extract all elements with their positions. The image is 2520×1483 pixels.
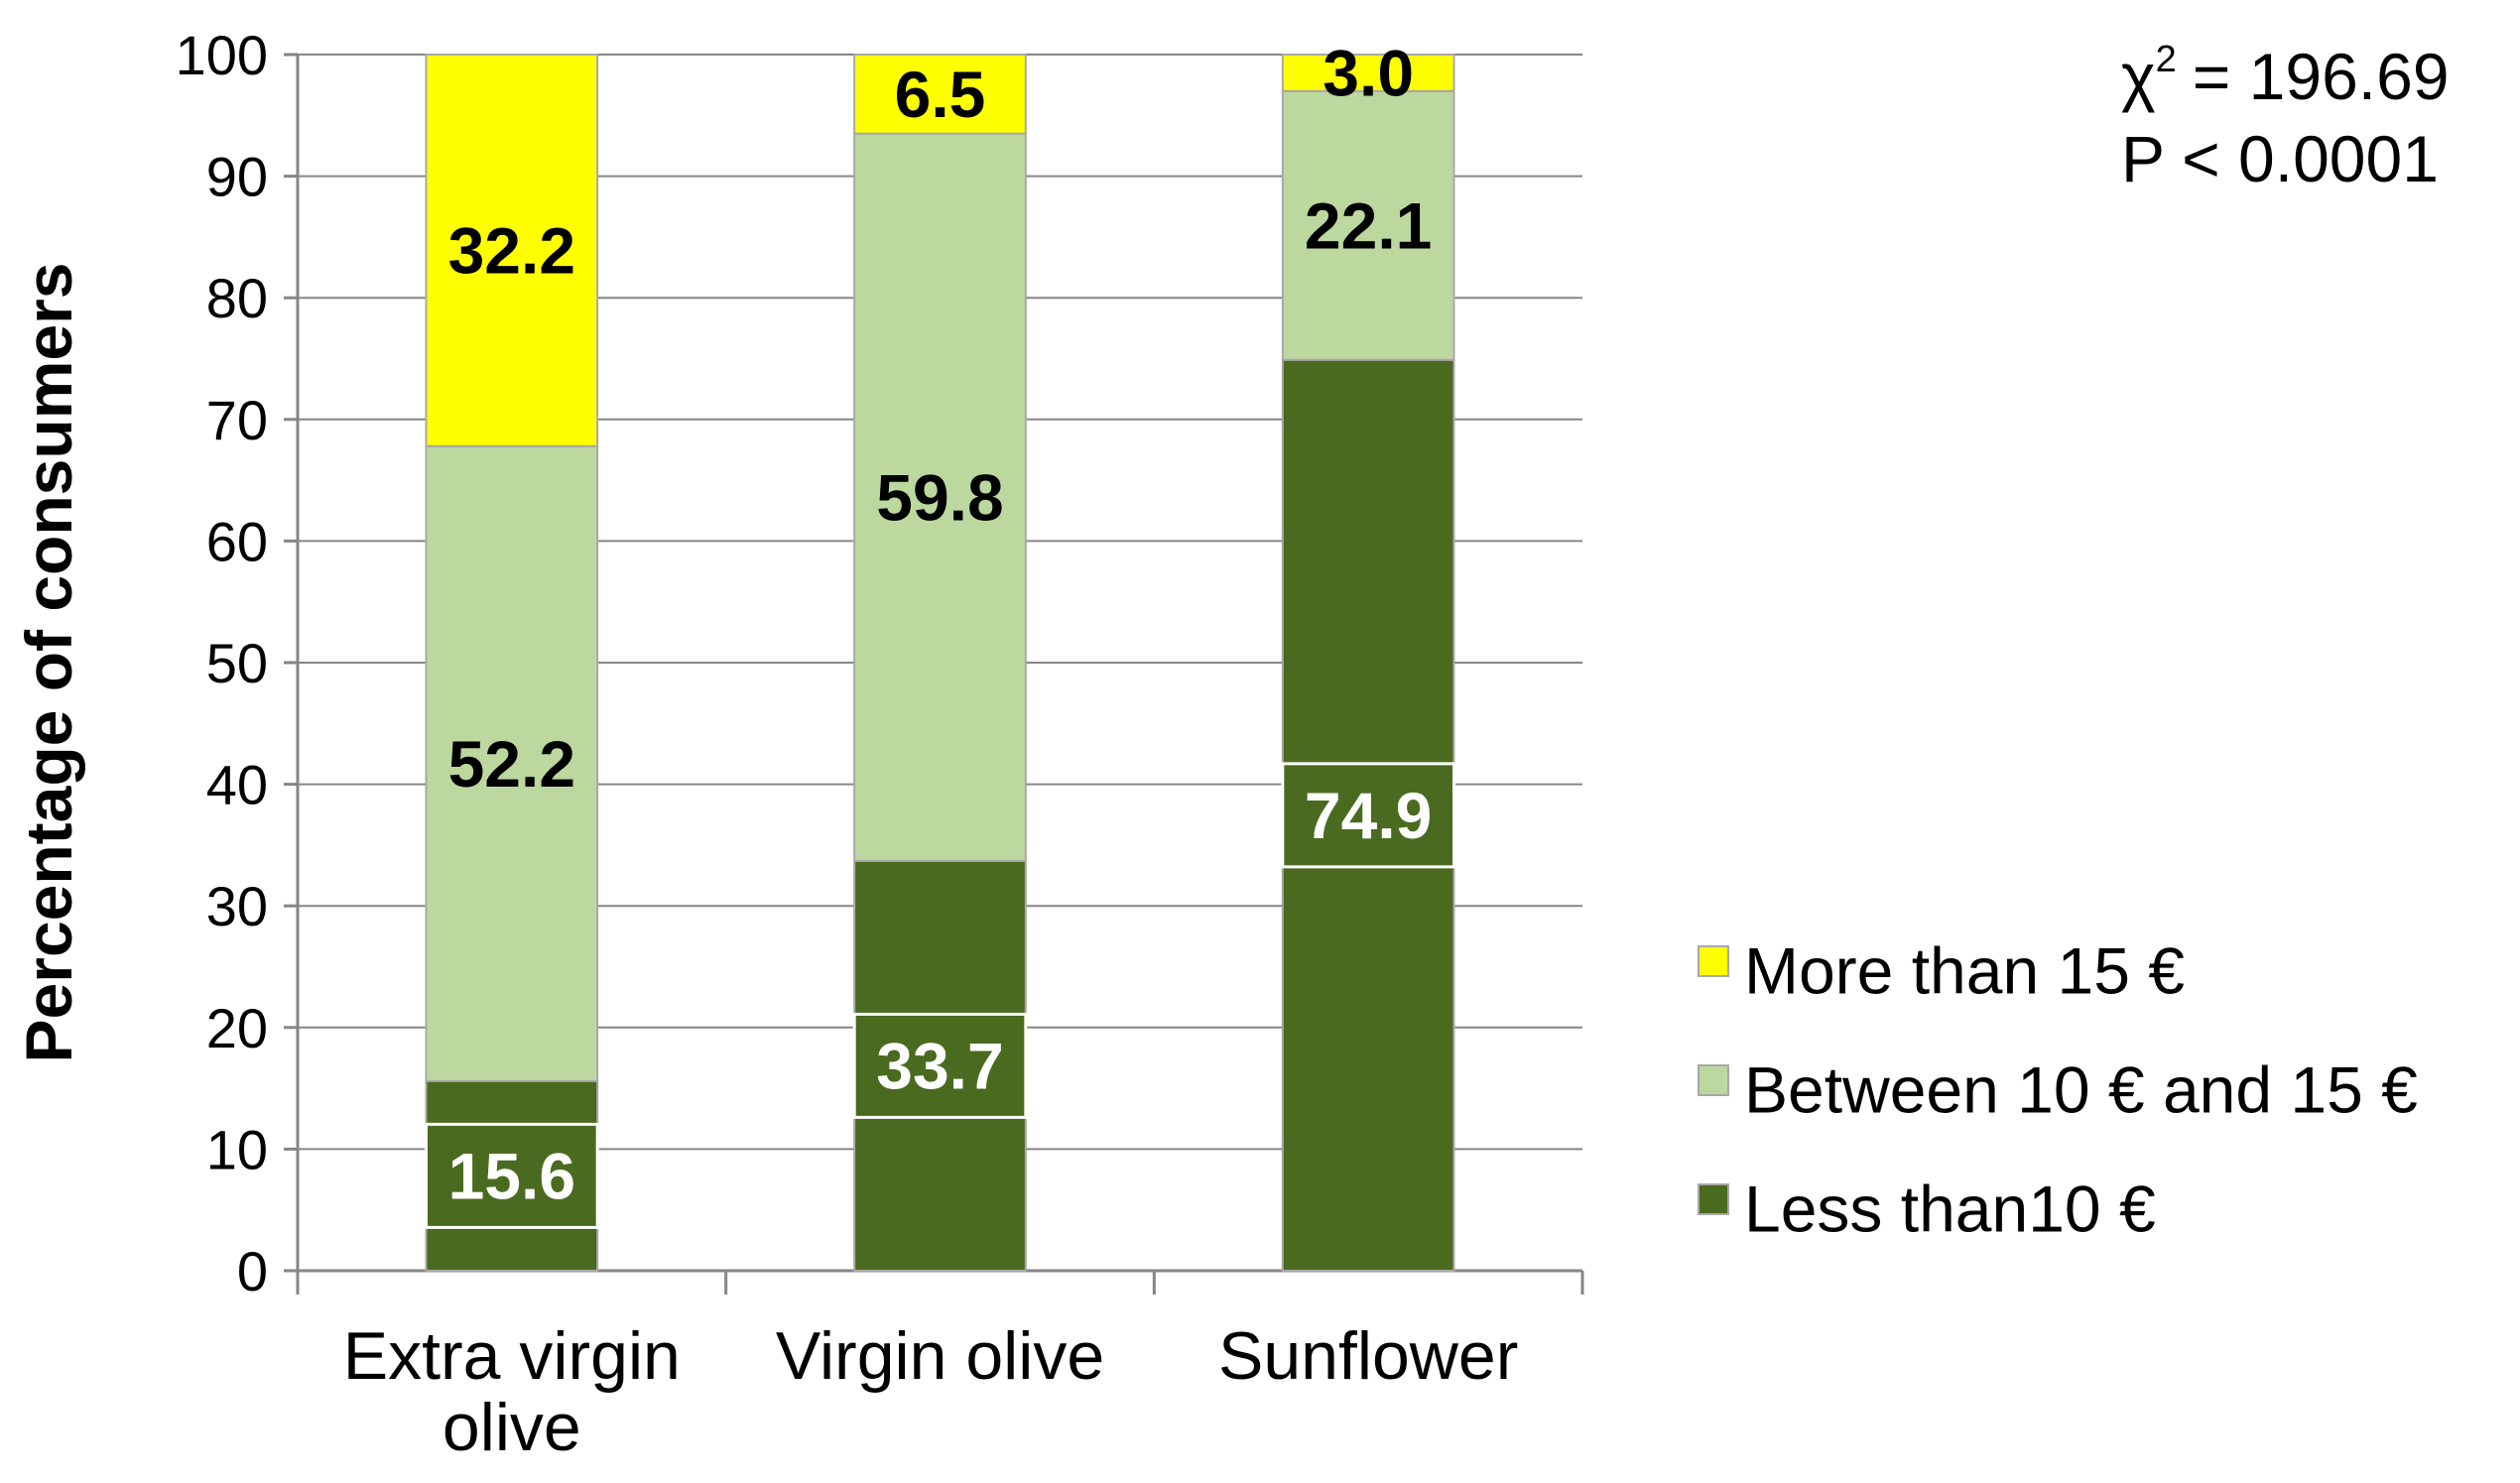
data-label-box <box>852 1012 1028 1119</box>
p-value: P < 0.0001 <box>2121 122 2439 195</box>
data-labels: 15.6 52.2 32.2 33.7 59.8 6.5 74.9 22.1 3.0 <box>425 36 1456 1229</box>
bar-segment <box>853 859 1027 1272</box>
bar-segment <box>853 132 1027 862</box>
chi-square-annotation: χ2 = 196.69 P < 0.0001 <box>2121 39 2450 195</box>
bar-segment <box>425 444 599 1082</box>
data-label: 33.7 <box>876 1029 1003 1102</box>
bar-segment <box>1281 89 1455 361</box>
chi-value: = 196.69 <box>2193 40 2450 113</box>
y-tick-label: 30 <box>206 875 268 937</box>
y-tick-label: 90 <box>206 146 268 208</box>
chi-exponent: 2 <box>2156 39 2177 80</box>
legend-label: Less than10 € <box>1744 1172 2156 1245</box>
legend: More than 15 € Between 10 € and 15 € Less … <box>1698 933 2418 1245</box>
data-label-box <box>1281 762 1456 869</box>
data-label: 22.1 <box>1305 188 1432 262</box>
x-tick-label: olive <box>442 1390 581 1465</box>
data-label: 52.2 <box>448 727 575 801</box>
data-label: 6.5 <box>895 58 986 131</box>
legend-swatch <box>1698 1064 1729 1096</box>
bar-segment <box>1281 358 1455 1272</box>
data-label: 59.8 <box>876 460 1003 534</box>
bar-segment <box>1281 54 1455 92</box>
legend-swatch <box>1698 1183 1729 1215</box>
legend-swatch <box>1698 945 1729 977</box>
y-tick-labels: 0 10 20 30 40 50 60 70 80 90 100 <box>176 24 268 1302</box>
bars <box>425 54 1455 1273</box>
y-tick-label: 70 <box>206 389 268 451</box>
y-tick-label: 20 <box>206 997 268 1059</box>
x-tick-label: Virgin olive <box>776 1318 1104 1394</box>
bar-segment <box>425 54 599 447</box>
bar-segment <box>853 54 1027 135</box>
y-tick-label: 10 <box>206 1118 268 1180</box>
y-tick-label: 80 <box>206 267 268 329</box>
y-tick-label: 50 <box>206 632 268 694</box>
data-label-box <box>425 1122 599 1229</box>
data-label: 15.6 <box>448 1139 575 1212</box>
data-label: 3.0 <box>1323 36 1414 109</box>
x-tick-label: Sunflower <box>1218 1318 1518 1394</box>
chi-square-stat: χ2 = 196.69 <box>2121 39 2450 113</box>
x-tick-label: Extra virgin <box>343 1318 681 1394</box>
y-tick-label: 0 <box>237 1240 268 1302</box>
chi-symbol: χ <box>2121 40 2156 113</box>
y-tick-label: 40 <box>206 754 268 816</box>
data-label: 74.9 <box>1305 779 1432 852</box>
legend-label: More than 15 € <box>1744 933 2185 1007</box>
data-label: 32.2 <box>448 213 575 287</box>
y-tick-label: 100 <box>176 24 268 86</box>
legend-label: Between 10 € and 15 € <box>1744 1052 2418 1126</box>
y-axis-title: Percentage of consumers <box>12 263 85 1063</box>
y-tick-label: 60 <box>206 510 268 572</box>
